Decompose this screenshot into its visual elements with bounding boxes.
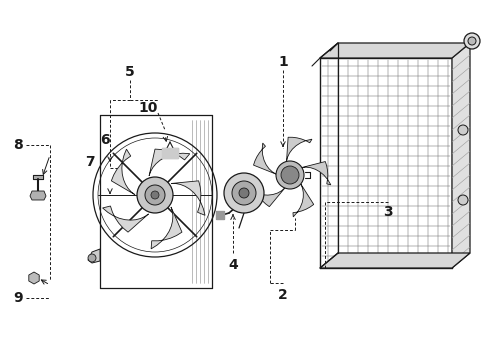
Text: 10: 10 [138, 101, 158, 115]
Circle shape [239, 188, 249, 198]
Text: 3: 3 [383, 205, 393, 219]
Circle shape [281, 166, 299, 184]
Circle shape [145, 185, 165, 205]
Polygon shape [29, 272, 39, 284]
Circle shape [276, 161, 304, 189]
Text: 4: 4 [228, 258, 238, 272]
Polygon shape [320, 253, 470, 268]
Polygon shape [251, 188, 285, 207]
Circle shape [88, 254, 96, 262]
Text: 2: 2 [278, 288, 288, 302]
Polygon shape [320, 58, 452, 268]
Text: 9: 9 [13, 291, 23, 305]
Polygon shape [149, 149, 190, 176]
Polygon shape [320, 43, 470, 58]
Polygon shape [102, 206, 148, 232]
Polygon shape [287, 137, 312, 161]
Text: 7: 7 [85, 155, 95, 169]
Polygon shape [30, 191, 46, 200]
Circle shape [224, 173, 264, 213]
Circle shape [464, 33, 480, 49]
Polygon shape [452, 43, 470, 268]
Polygon shape [302, 162, 331, 185]
Polygon shape [111, 149, 135, 195]
Polygon shape [293, 184, 314, 217]
Polygon shape [151, 207, 182, 249]
Circle shape [458, 195, 468, 205]
Circle shape [468, 37, 476, 45]
Polygon shape [88, 249, 100, 263]
Circle shape [137, 177, 173, 213]
Polygon shape [162, 148, 178, 158]
Polygon shape [172, 181, 205, 215]
Text: 8: 8 [13, 138, 23, 152]
Polygon shape [253, 143, 276, 174]
Circle shape [232, 181, 256, 205]
Circle shape [458, 125, 468, 135]
Circle shape [151, 191, 159, 199]
Text: 1: 1 [278, 55, 288, 69]
Text: 6: 6 [100, 133, 110, 147]
Polygon shape [33, 175, 43, 179]
Polygon shape [216, 211, 224, 219]
Text: 5: 5 [125, 65, 135, 79]
